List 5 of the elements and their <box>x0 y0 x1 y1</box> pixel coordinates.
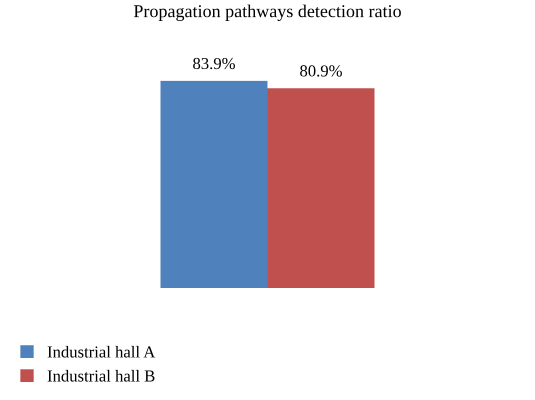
data-label: 83.9% <box>193 58 235 70</box>
legend-label: Industrial hall B <box>48 370 155 382</box>
chart-title: Propagation pathways detection ratio <box>134 4 401 22</box>
data-label: 80.9% <box>300 65 342 77</box>
legend-label: Industrial hall A <box>48 346 156 358</box>
